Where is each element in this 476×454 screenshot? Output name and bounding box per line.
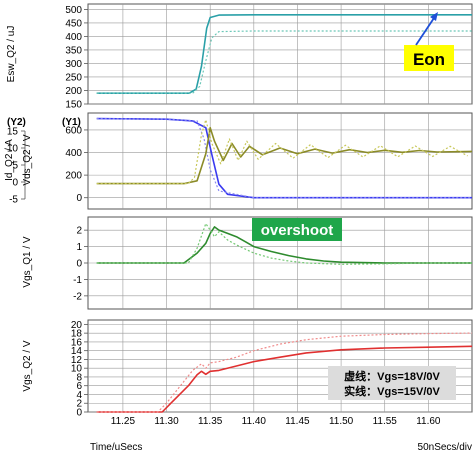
x-scale-label: 50nSecs/div <box>418 442 472 453</box>
y2-tick-label: 10 <box>7 144 19 155</box>
y-tick-label: 300 <box>65 59 82 70</box>
legend-box <box>328 366 456 400</box>
y-tick-label: 500 <box>65 5 82 16</box>
y-tick-label: 0 <box>76 259 82 270</box>
y-tick-label: 0 <box>76 408 82 419</box>
y-tick-label: 6 <box>76 381 82 392</box>
dotted-trace <box>96 119 468 185</box>
y-tick-label: 16 <box>71 337 83 348</box>
y2-tick-label: 15 <box>7 127 19 138</box>
y-tick-label: 450 <box>65 18 82 29</box>
grid-lines <box>21 4 472 413</box>
y2-tick-label: 0 <box>12 178 18 189</box>
x-tick-label: 11.60 <box>416 416 441 427</box>
y-tick-label: 2 <box>76 226 82 237</box>
y-tick-label: -2 <box>73 291 82 302</box>
y-tick-label: 14 <box>71 346 83 357</box>
y-tick-label: 400 <box>65 32 82 43</box>
traces <box>96 14 473 413</box>
y2-tick-label: 5 <box>12 161 18 172</box>
y-tick-label: 400 <box>65 148 82 159</box>
x-tick-label: 11.30 <box>154 416 179 427</box>
y1-axis-tag: (Y1) <box>62 117 81 128</box>
y-axis-label-esw: Esw_Q2 / uJ <box>6 26 17 83</box>
y-tick-label: 20 <box>71 320 83 331</box>
x-tick-label: 11.50 <box>329 416 354 427</box>
y-axis-label-vgs-q2: Vgs_Q2 / V <box>22 340 33 391</box>
overshoot-annotation: overshoot <box>261 222 334 239</box>
y-tick-label: 8 <box>76 372 82 383</box>
vds-id-panel <box>87 112 473 210</box>
y-tick-label: 4 <box>76 390 82 401</box>
x-tick-label: 11.45 <box>285 416 310 427</box>
y-tick-label: 250 <box>65 72 82 83</box>
overshoot-annotation-box <box>252 218 342 241</box>
solid-trace <box>96 226 472 264</box>
y-tick-label: 200 <box>65 171 82 182</box>
y-tick-label: 18 <box>71 329 83 340</box>
legend-solid: 实线：Vgs=15V/0V <box>344 384 440 398</box>
eon-arrow-head <box>430 12 438 21</box>
y2-tick-label: -5 <box>9 195 18 206</box>
dotted-trace <box>96 30 472 94</box>
y-tick-label: -1 <box>73 275 82 286</box>
y-tick-label: 350 <box>65 45 82 56</box>
y-tick-label: 0 <box>76 193 82 204</box>
x-tick-label: 11.55 <box>373 416 398 427</box>
tick-labels: 11.25 11.30 11.35 11.40 11.45 11.50 11.55 11.60… <box>7 5 441 427</box>
dotted-trace <box>96 223 472 265</box>
x-tick-label: 11.35 <box>198 416 223 427</box>
y-axis-label-vgs-q1: Vgs_Q1 / V <box>22 236 33 287</box>
y-tick-label: 600 <box>65 125 82 136</box>
y-tick-label: 200 <box>65 86 82 97</box>
y-tick-label: 2 <box>76 399 82 410</box>
x-axis-label: Time/uSecs <box>90 442 142 453</box>
y-tick-label: 150 <box>65 100 82 111</box>
solid-trace <box>96 14 472 94</box>
x-tick-label: 11.25 <box>111 416 136 427</box>
eon-annotation: Eon <box>413 50 445 69</box>
y-axis-label-vds: Vds_Q2 / V <box>22 134 33 185</box>
legend-dotted: 虚线：Vgs=18V/0V <box>344 369 440 383</box>
solid-trace <box>96 126 473 185</box>
y-tick-label: 12 <box>71 355 83 366</box>
y-tick-label: 10 <box>71 364 83 375</box>
y-axis-label-id: Id_Q2 / A <box>4 139 15 181</box>
y-tick-label: 1 <box>76 242 82 253</box>
dotted-trace <box>96 332 473 413</box>
x-tick-label: 11.40 <box>242 416 267 427</box>
y2-axis-tag: (Y2) <box>7 117 26 128</box>
eon-annotation-box <box>404 45 454 71</box>
eon-arrow <box>415 14 437 46</box>
solid-trace <box>96 345 473 413</box>
